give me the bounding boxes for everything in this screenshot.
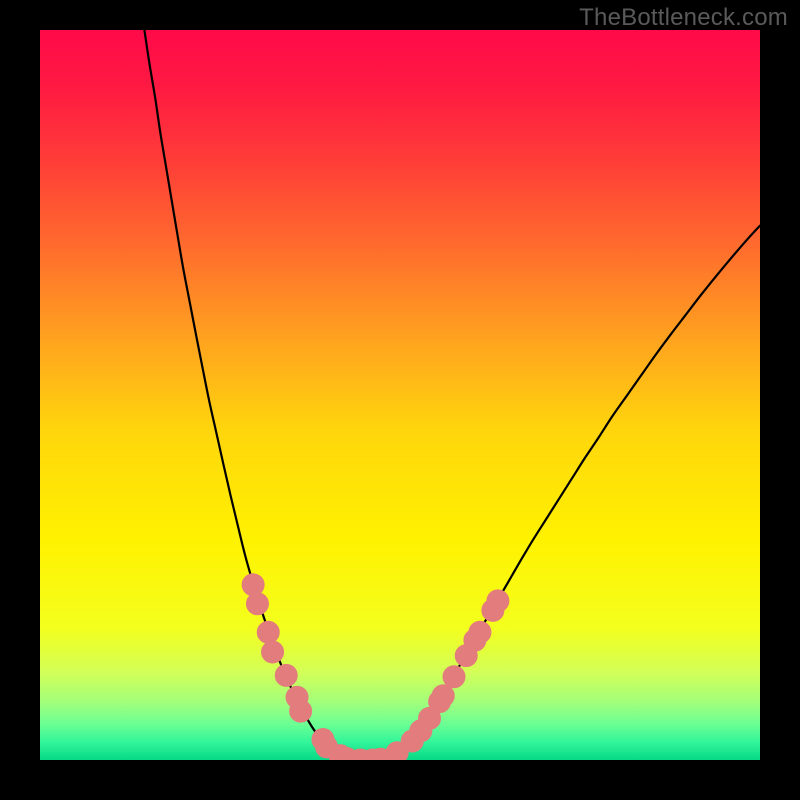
curve-dot bbox=[262, 641, 284, 663]
plot-background-gradient bbox=[40, 30, 760, 760]
curve-dot bbox=[246, 593, 268, 615]
stage: TheBottleneck.com bbox=[0, 0, 800, 800]
curve-dot bbox=[242, 574, 264, 596]
curve-dot bbox=[469, 621, 491, 643]
chart-canvas bbox=[0, 0, 800, 800]
curve-dot bbox=[275, 664, 297, 686]
curve-dot bbox=[487, 590, 509, 612]
curve-dot bbox=[290, 700, 312, 722]
curve-dot bbox=[443, 666, 465, 688]
curve-dot bbox=[432, 685, 454, 707]
curve-dot bbox=[257, 621, 279, 643]
watermark-text: TheBottleneck.com bbox=[579, 4, 788, 32]
